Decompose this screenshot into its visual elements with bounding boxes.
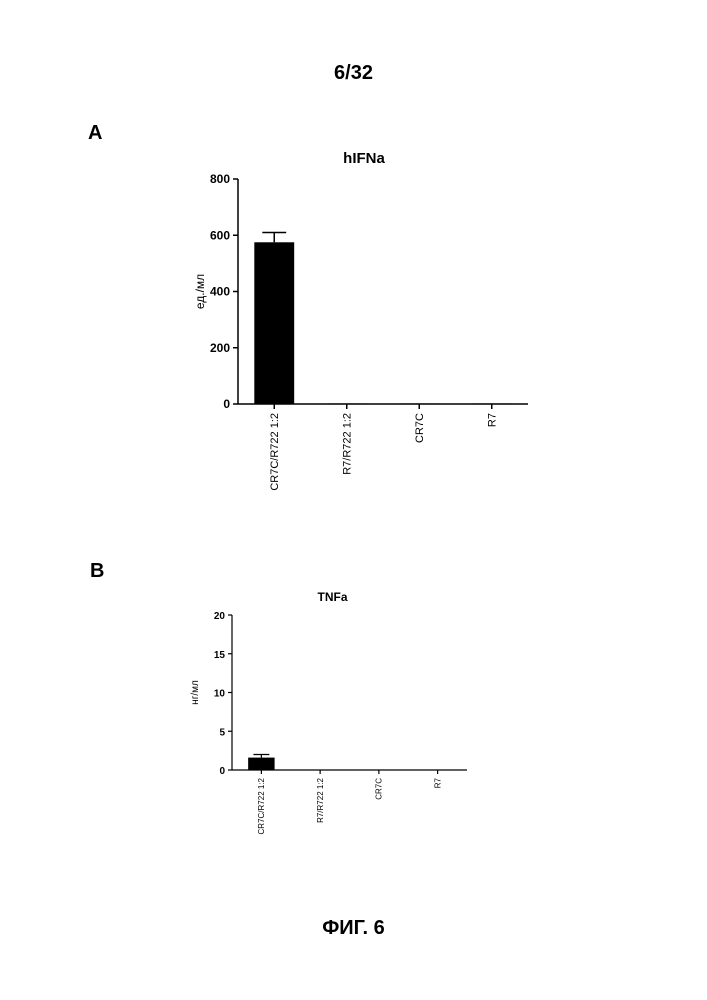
chart-b-title: TNFa — [190, 590, 475, 604]
chart-b-svg: 0 5 10 15 20 нг/мл CR7C/R722 1:2 R7/R722 1:2 CR7… — [190, 610, 475, 848]
figure-caption: ФИГ. 6 — [0, 917, 707, 940]
svg-text:20: 20 — [214, 611, 226, 622]
svg-text:R7: R7 — [487, 413, 499, 427]
chart-a-title: hIFNa — [190, 150, 538, 167]
panel-label-b: B — [90, 560, 104, 583]
svg-text:CR7C: CR7C — [375, 778, 384, 800]
svg-text:5: 5 — [219, 727, 225, 738]
page-number: 6/32 — [0, 62, 707, 85]
svg-text:CR7C: CR7C — [414, 413, 426, 443]
page: 6/32 A hIFNa 0200400600800ед./млCR7C/R72… — [0, 0, 707, 1000]
chart-a-container: hIFNa 0 200 400 600 800 ед./мл CR7C/R722 1:2 R7… — [190, 150, 538, 499]
svg-text:R7: R7 — [433, 777, 442, 788]
svg-text:600: 600 — [210, 228, 230, 242]
svg-text:CR7C/R722 1:2: CR7C/R722 1:2 — [257, 777, 266, 834]
svg-text:R7/R722 1:2: R7/R722 1:2 — [316, 777, 325, 822]
svg-text:ед./мл: ед./мл — [193, 274, 207, 309]
svg-text:R7/R722 1:2: R7/R722 1:2 — [342, 413, 354, 475]
svg-text:400: 400 — [210, 285, 230, 299]
svg-text:200: 200 — [210, 341, 230, 355]
svg-text:0: 0 — [223, 397, 230, 411]
svg-text:10: 10 — [214, 689, 226, 700]
svg-text:CR7C/R722 1:2: CR7C/R722 1:2 — [269, 413, 281, 491]
svg-text:0: 0 — [219, 766, 225, 777]
chart-b-container: TNFa 0 5 10 15 20 нг/мл CR7C/R722 1:2 R7/R722 1… — [190, 590, 475, 848]
svg-text:15: 15 — [214, 650, 226, 661]
panel-label-a: A — [88, 122, 102, 145]
svg-text:нг/мл: нг/мл — [190, 680, 201, 705]
svg-text:800: 800 — [210, 173, 230, 186]
chart-a-svg: 0 200 400 600 800 ед./мл CR7C/R722 1:2 R7/R722 … — [190, 173, 538, 499]
